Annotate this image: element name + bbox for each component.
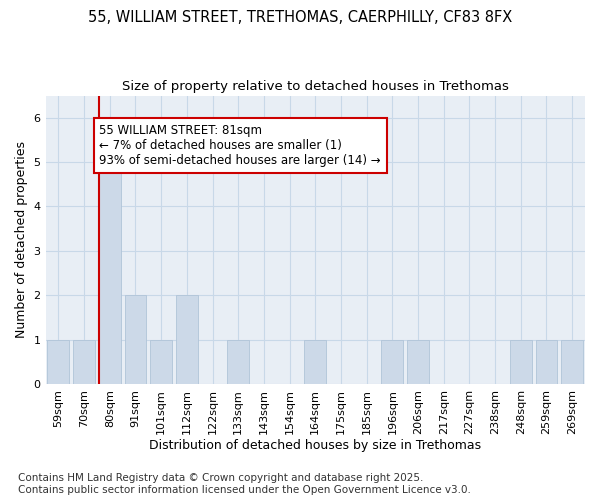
Bar <box>73 340 95 384</box>
Title: Size of property relative to detached houses in Trethomas: Size of property relative to detached ho… <box>122 80 509 93</box>
Bar <box>47 340 70 384</box>
X-axis label: Distribution of detached houses by size in Trethomas: Distribution of detached houses by size … <box>149 440 481 452</box>
Bar <box>99 162 121 384</box>
Bar <box>510 340 532 384</box>
Bar <box>176 295 198 384</box>
Bar <box>382 340 403 384</box>
Bar <box>561 340 583 384</box>
Bar <box>125 295 146 384</box>
Y-axis label: Number of detached properties: Number of detached properties <box>15 142 28 338</box>
Bar <box>536 340 557 384</box>
Text: 55 WILLIAM STREET: 81sqm
← 7% of detached houses are smaller (1)
93% of semi-det: 55 WILLIAM STREET: 81sqm ← 7% of detache… <box>100 124 381 168</box>
Text: Contains HM Land Registry data © Crown copyright and database right 2025.
Contai: Contains HM Land Registry data © Crown c… <box>18 474 471 495</box>
Bar <box>227 340 249 384</box>
Bar <box>304 340 326 384</box>
Text: 55, WILLIAM STREET, TRETHOMAS, CAERPHILLY, CF83 8FX: 55, WILLIAM STREET, TRETHOMAS, CAERPHILL… <box>88 10 512 25</box>
Bar <box>407 340 429 384</box>
Bar <box>150 340 172 384</box>
